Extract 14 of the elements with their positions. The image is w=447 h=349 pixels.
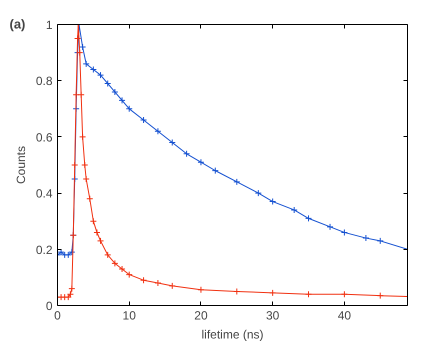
y-axis-title: Counts — [14, 146, 28, 184]
y-tick-label: 1 — [46, 18, 53, 32]
y-tick-label: 0.4 — [36, 186, 53, 201]
x-tick-label: 30 — [266, 308, 280, 322]
y-tick-label: 0.8 — [36, 74, 53, 88]
x-tick-label: 0 — [54, 308, 62, 322]
x-tick-label: 10 — [122, 308, 136, 322]
x-tick-label: 40 — [338, 308, 352, 322]
text: (a) — [10, 16, 26, 32]
x-tick-label: 20 — [194, 308, 208, 322]
y-tick-label: 0.2 — [36, 242, 53, 257]
x-axis-title: lifetime (ns) — [201, 328, 264, 342]
y-tick-label: 0 — [46, 299, 53, 313]
y-tick-label: 0.6 — [36, 130, 53, 144]
